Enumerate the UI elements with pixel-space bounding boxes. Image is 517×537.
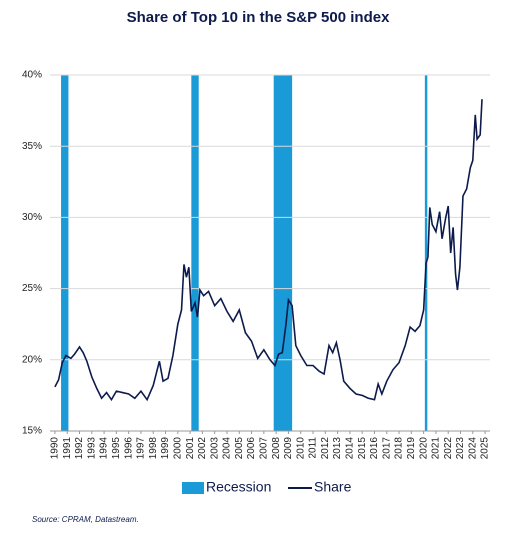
x-tick-label: 2016 xyxy=(369,437,380,460)
recession-band xyxy=(61,75,69,431)
x-tick-label: 2024 xyxy=(467,437,478,460)
x-tick-label: 1994 xyxy=(99,437,110,460)
x-tick-label: 1992 xyxy=(74,437,85,460)
x-tick-label: 2007 xyxy=(258,437,269,460)
recession-band xyxy=(424,75,428,431)
x-tick-label: 2002 xyxy=(197,437,208,460)
y-tick-label: 40% xyxy=(22,70,42,81)
x-tick-label: 1998 xyxy=(148,437,159,460)
x-tick-label: 2008 xyxy=(271,437,282,460)
share-line xyxy=(54,99,483,402)
source-note: Source: CPRAM, Datastream. xyxy=(32,515,139,524)
y-tick-label: 25% xyxy=(22,283,42,294)
y-tick-label: 35% xyxy=(22,141,42,152)
x-tick-label: 2003 xyxy=(209,437,220,460)
y-tick-label: 30% xyxy=(22,212,42,223)
x-tick-label: 2009 xyxy=(283,437,294,460)
x-tick-label: 2020 xyxy=(418,437,429,460)
x-tick-label: 2018 xyxy=(394,437,405,460)
chart-title: Share of Top 10 in the S&P 500 index xyxy=(127,9,391,26)
legend-label: Recession xyxy=(206,479,271,495)
x-tick-label: 2012 xyxy=(320,437,331,460)
recession-band xyxy=(273,75,293,431)
x-tick-label: 2004 xyxy=(222,437,233,460)
x-tick-label: 1991 xyxy=(62,437,73,460)
x-tick-label: 2015 xyxy=(357,437,368,460)
x-tick-label: 1996 xyxy=(123,437,134,460)
x-tick-label: 1999 xyxy=(160,437,171,460)
x-tick-label: 2019 xyxy=(406,437,417,460)
x-tick-label: 2014 xyxy=(345,437,356,460)
x-tick-label: 2000 xyxy=(172,437,183,460)
x-tick-label: 1993 xyxy=(86,437,97,460)
x-tick-label: 2011 xyxy=(308,437,319,459)
x-tick-label: 2010 xyxy=(295,437,306,460)
x-tick-label: 2023 xyxy=(455,437,466,460)
y-tick-label: 15% xyxy=(22,426,42,437)
x-tick-label: 2025 xyxy=(480,437,491,460)
x-tick-label: 2001 xyxy=(185,437,196,460)
x-tick-label: 2005 xyxy=(234,437,245,460)
x-tick-label: 2013 xyxy=(332,437,343,460)
x-tick-label: 2022 xyxy=(443,437,454,460)
legend-swatch xyxy=(182,482,204,494)
x-tick-label: 1990 xyxy=(50,437,61,460)
x-tick-label: 2017 xyxy=(381,437,392,460)
x-tick-label: 1995 xyxy=(111,437,122,460)
x-tick-label: 1997 xyxy=(136,437,147,460)
x-tick-label: 2006 xyxy=(246,437,257,460)
recession-band xyxy=(191,75,199,431)
x-tick-label: 2021 xyxy=(431,437,442,460)
legend-label: Share xyxy=(314,479,352,495)
y-tick-label: 20% xyxy=(22,354,42,365)
